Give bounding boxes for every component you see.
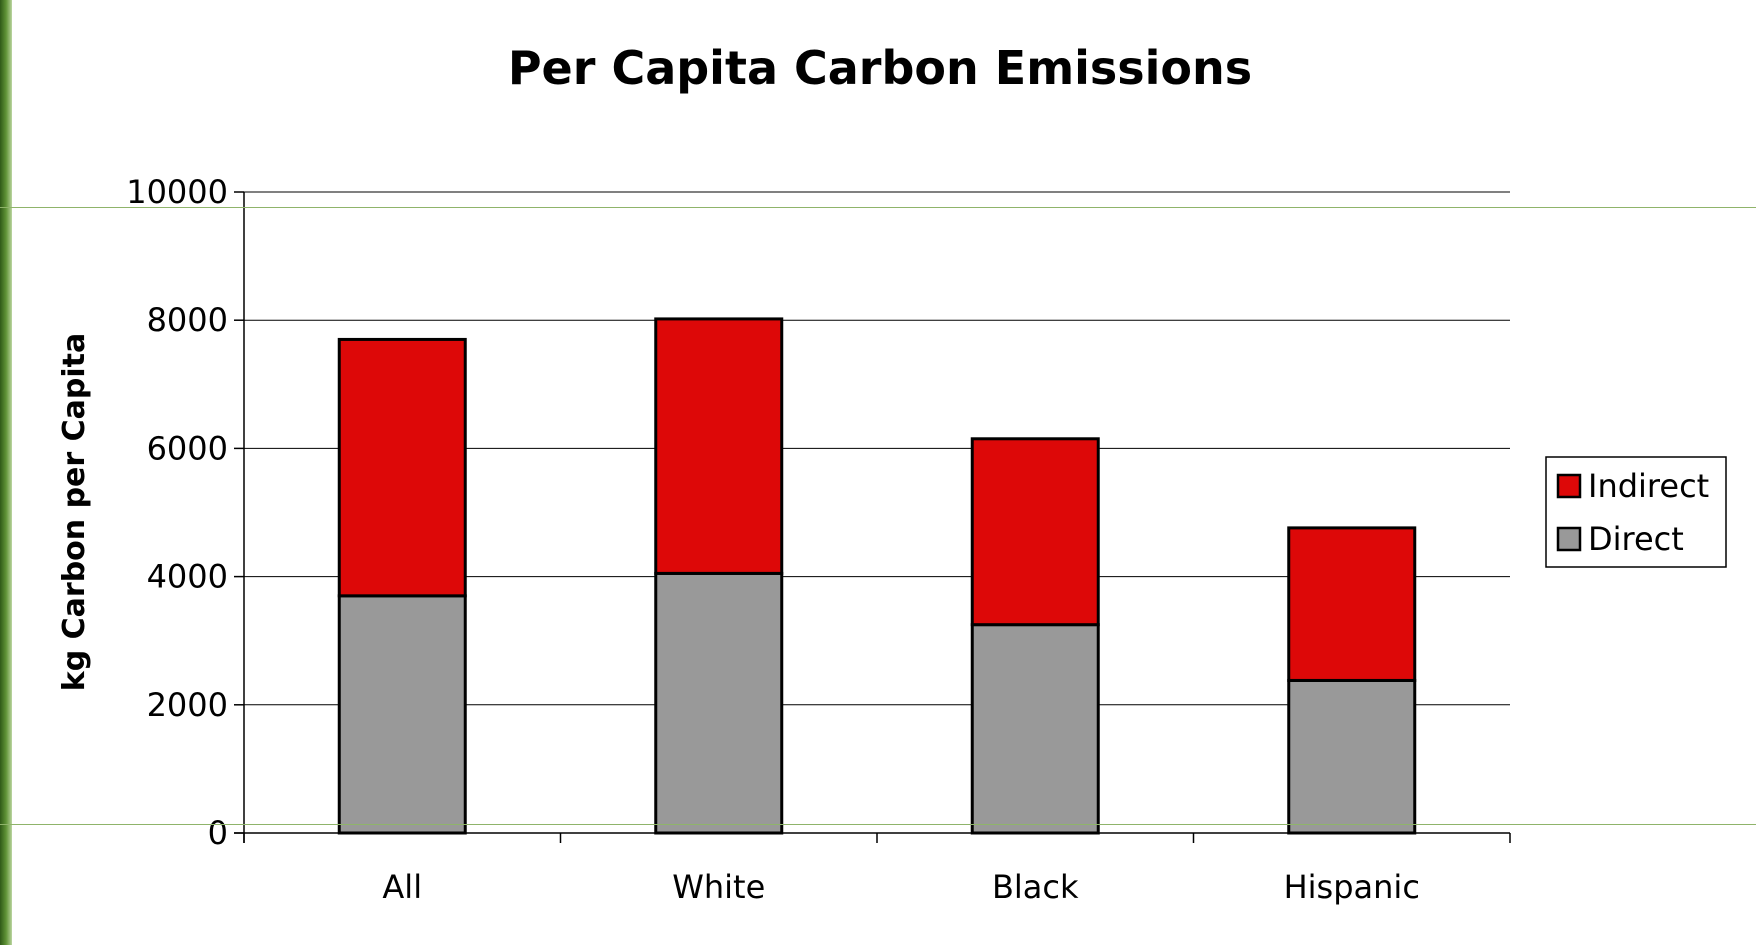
axes bbox=[234, 192, 1511, 843]
y-tick-label: 4000 bbox=[147, 558, 228, 596]
bar-indirect-white bbox=[654, 317, 784, 575]
left-decoration-strip bbox=[0, 0, 14, 945]
slide-rule-top bbox=[0, 207, 1756, 208]
legend-label-direct: Direct bbox=[1588, 520, 1684, 558]
y-tick-label: 8000 bbox=[147, 301, 228, 339]
bar-indirect-all bbox=[337, 337, 467, 598]
x-tick-label: Hispanic bbox=[1284, 868, 1420, 906]
bar-direct-white bbox=[654, 571, 784, 835]
legend-swatch-direct bbox=[1556, 526, 1582, 552]
y-tick-label: 10000 bbox=[126, 173, 228, 211]
bars-group bbox=[337, 317, 1417, 835]
x-tick-labels: All White Black Hispanic bbox=[382, 868, 1419, 906]
y-tick-labels: 0 2000 4000 6000 8000 10000 bbox=[126, 173, 244, 852]
y-tick-label: 2000 bbox=[147, 686, 228, 724]
slide-rule-bottom bbox=[0, 824, 1756, 825]
bar-direct-black bbox=[970, 623, 1100, 835]
x-tick-label: White bbox=[672, 868, 765, 906]
legend: Indirect Direct bbox=[1545, 456, 1727, 568]
x-tick-label: All bbox=[382, 868, 422, 906]
bar-direct-hispanic bbox=[1287, 678, 1417, 835]
chart-area: Per Capita Carbon Emissions kg Carbon pe… bbox=[12, 0, 1756, 945]
bar-indirect-black bbox=[970, 437, 1100, 627]
y-axis-label: kg Carbon per Capita bbox=[57, 333, 92, 691]
legend-swatch-indirect bbox=[1556, 473, 1582, 499]
bar-indirect-hispanic bbox=[1287, 526, 1417, 682]
chart-title: Per Capita Carbon Emissions bbox=[508, 41, 1252, 95]
legend-label-indirect: Indirect bbox=[1588, 467, 1709, 505]
y-tick-label: 0 bbox=[208, 814, 228, 852]
y-tick-label: 6000 bbox=[147, 429, 228, 467]
x-tick-label: Black bbox=[992, 868, 1079, 906]
stacked-bar-chart: Per Capita Carbon Emissions kg Carbon pe… bbox=[57, 41, 1727, 906]
bar-direct-all bbox=[337, 594, 467, 835]
